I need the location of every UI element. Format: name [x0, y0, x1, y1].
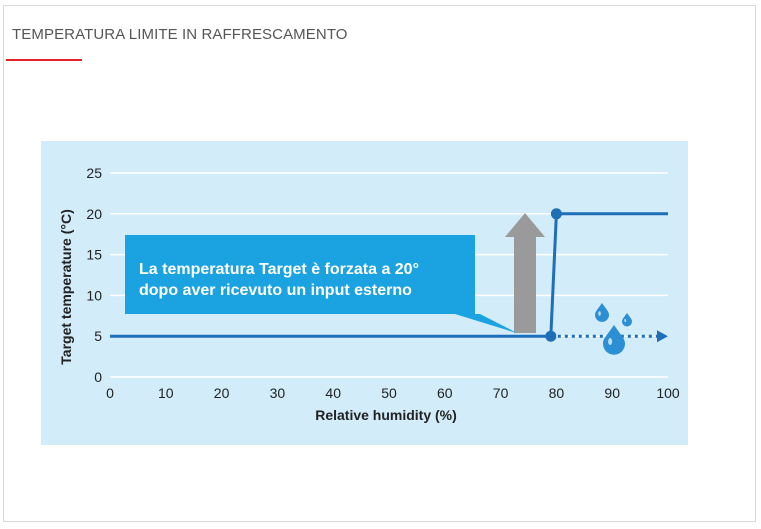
- drop-highlight: [624, 318, 627, 323]
- x-tick-label: 30: [270, 385, 286, 401]
- water-drop-icon: [622, 313, 632, 327]
- drop-highlight: [598, 311, 601, 316]
- data-point: [550, 208, 562, 220]
- water-drop-icon: [595, 303, 609, 322]
- up-arrow-icon: [505, 213, 545, 333]
- y-tick-label: 10: [86, 287, 102, 303]
- x-tick-label: 90: [604, 385, 620, 401]
- callout-box: [125, 235, 518, 334]
- x-tick-label: 0: [106, 385, 114, 401]
- x-axis-label: Relative humidity (%): [315, 407, 457, 423]
- y-tick-label: 0: [94, 369, 102, 385]
- x-tick-label: 70: [493, 385, 509, 401]
- arrowhead-icon: [657, 330, 668, 343]
- y-tick-label: 20: [86, 206, 102, 222]
- y-tick-label: 25: [86, 165, 102, 181]
- series-line: [110, 212, 668, 338]
- x-tick-label: 20: [214, 385, 230, 401]
- x-tick-label: 40: [325, 385, 341, 401]
- x-tick-label: 80: [549, 385, 565, 401]
- water-drop-icon: [603, 325, 625, 355]
- y-axis-label: Target temperature (°C): [58, 209, 74, 364]
- drop-highlight: [608, 337, 613, 346]
- y-tick-label: 15: [86, 247, 102, 263]
- data-point: [545, 330, 557, 342]
- callout-text: La temperatura Target è forzata a 20°: [139, 261, 419, 278]
- title-underline: [6, 59, 82, 61]
- callout-text: dopo aver ricevuto un input esterno: [139, 282, 412, 299]
- x-tick-label: 10: [158, 385, 174, 401]
- x-tick-label: 50: [381, 385, 397, 401]
- page-title: TEMPERATURA LIMITE IN RAFFRESCAMENTO: [12, 26, 348, 43]
- y-tick-label: 5: [94, 328, 102, 344]
- x-tick-label: 100: [656, 385, 680, 401]
- x-tick-label: 60: [437, 385, 453, 401]
